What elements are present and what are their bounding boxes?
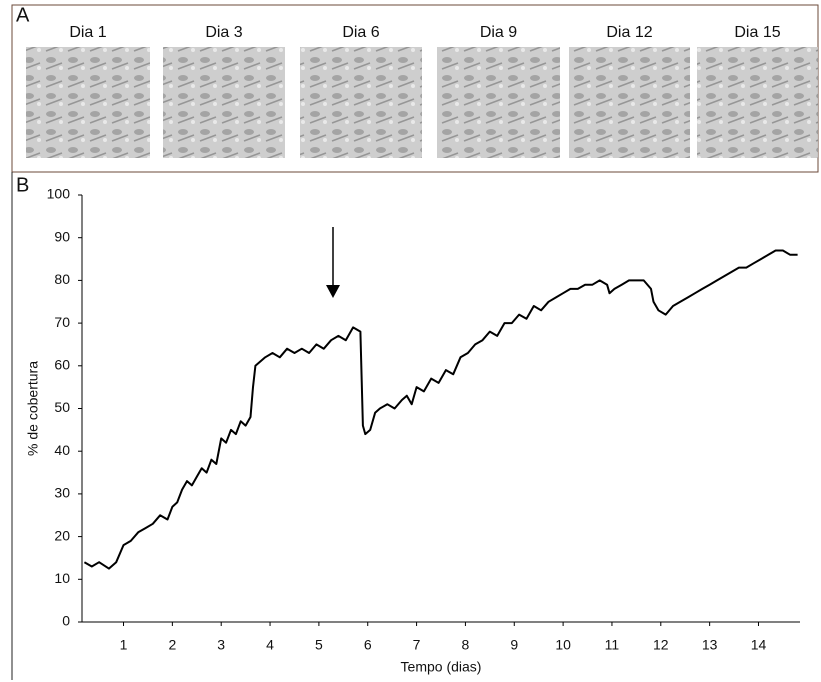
x-axis-label: Tempo (dias) — [401, 659, 482, 675]
x-tick-label: 12 — [653, 637, 669, 653]
y-axis-label: % de cobertura — [25, 361, 41, 456]
micrograph-label: Dia 6 — [342, 24, 379, 41]
panel-label: A — [16, 4, 30, 26]
x-tick-label: 9 — [510, 637, 518, 653]
x-tick-label: 6 — [364, 637, 372, 653]
x-tick-label: 11 — [605, 637, 620, 653]
micrograph-label: Dia 1 — [69, 24, 106, 41]
x-tick-label: 8 — [462, 637, 470, 653]
y-tick-label: 40 — [54, 442, 70, 458]
x-tick-label: 7 — [413, 637, 421, 653]
micrograph — [697, 47, 818, 158]
y-tick-label: 10 — [54, 570, 70, 586]
y-tick-label: 70 — [54, 314, 70, 330]
micrograph-label: Dia 12 — [606, 24, 652, 41]
data-line — [83, 249, 798, 570]
x-tick-label: 2 — [168, 637, 176, 653]
x-tick-label: 1 — [120, 637, 128, 653]
y-tick-label: 80 — [54, 271, 70, 287]
x-tick-label: 10 — [555, 637, 571, 653]
x-tick-label: 4 — [266, 637, 274, 653]
x-tick-label: 14 — [751, 637, 767, 653]
panel-label: B — [16, 174, 29, 196]
y-tick-label: 60 — [54, 357, 70, 373]
y-tick-label: 50 — [54, 399, 70, 415]
y-tick-label: 30 — [54, 485, 70, 501]
micrograph — [437, 47, 560, 158]
y-tick-label: 100 — [47, 186, 71, 202]
micrograph — [300, 47, 422, 158]
micrograph — [163, 47, 285, 158]
micrograph — [569, 47, 690, 158]
arrow-head — [326, 285, 340, 298]
micrograph-label: Dia 15 — [734, 24, 780, 41]
x-tick-label: 5 — [315, 637, 323, 653]
micrograph — [26, 47, 150, 158]
y-tick-label: 20 — [54, 527, 70, 543]
x-tick-label: 3 — [217, 637, 225, 653]
micrograph-label: Dia 3 — [205, 24, 242, 41]
x-tick-label: 13 — [702, 637, 718, 653]
y-tick-label: 90 — [54, 228, 70, 244]
y-tick-label: 0 — [62, 613, 70, 629]
micrographs: Dia 1 Dia 3 Dia 6 Dia 9 Dia 12 Dia 15 — [26, 24, 818, 158]
micrograph-label: Dia 9 — [480, 24, 517, 41]
